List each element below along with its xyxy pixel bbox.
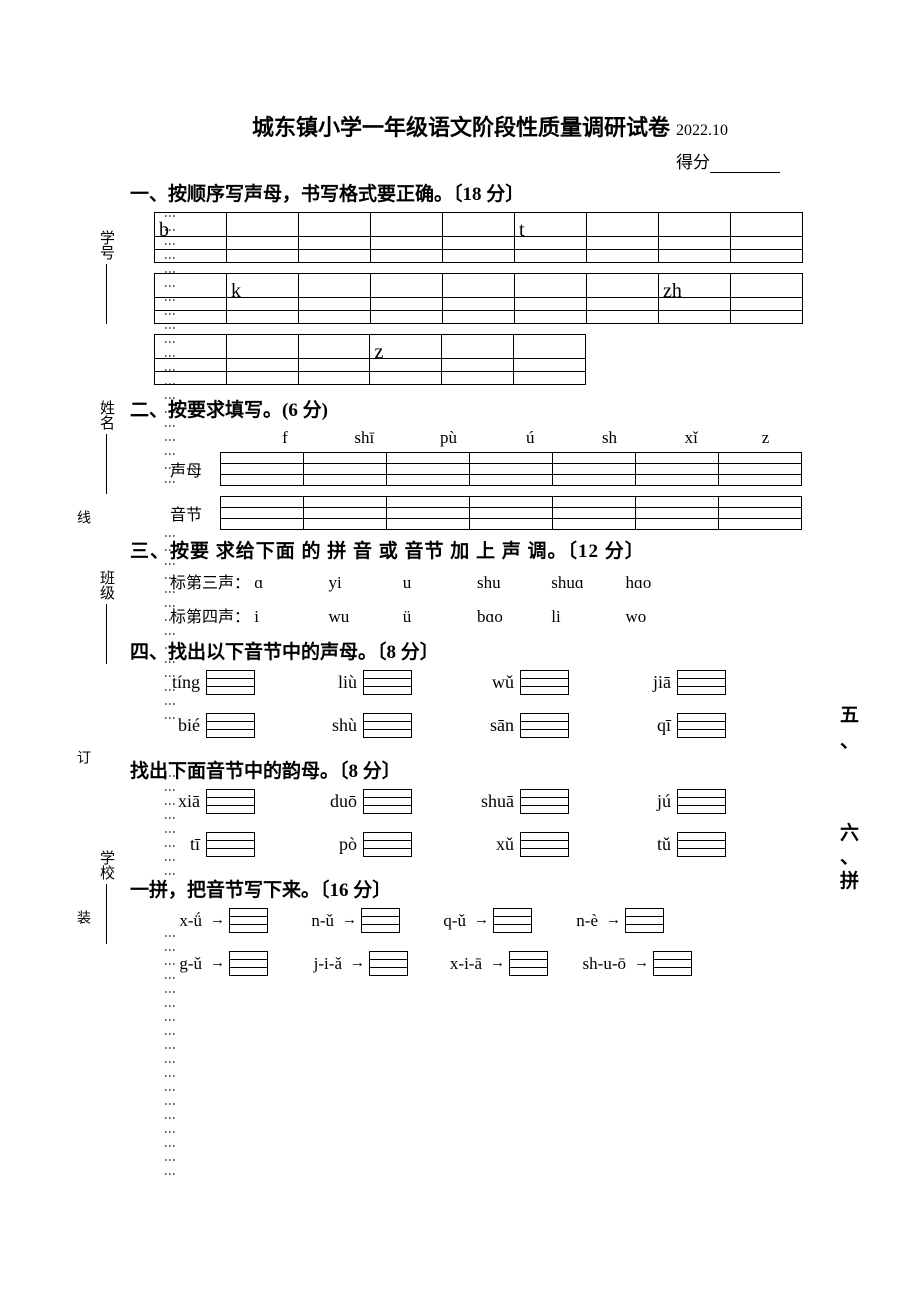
page-content: 城东镇小学一年级语文阶段性质量调研试卷2022.10 得分 一、按顺序写声母，书… [130,110,850,994]
q5-side: 六 、拼 [840,822,860,894]
q5-row1: xiā duō shuā jú [158,789,850,814]
margin-column: 学号 姓名 班级 学校 ⋮⋮⋮⋮⋮⋮⋮⋮⋮⋮⋮⋮⋮⋮⋮⋮⋮⋮⋮⋮ 线 ⋮⋮⋮⋮⋮… [62,210,122,1210]
arrow-icon: → [350,955,365,972]
q3-line2: 标第四声： i wu ü bɑo li wo [170,603,850,627]
arrow-icon: → [474,912,489,929]
q6-heading: 一拼，把音节写下来。〔16 分〕 [130,875,850,902]
answer-box[interactable] [677,832,726,857]
q4-row2: bié shù sān qī [158,713,850,738]
answer-box[interactable] [509,951,548,976]
answer-box[interactable] [677,789,726,814]
q4-row1: tíng liù wǔ jiā [158,670,850,695]
label-xuexiao: 学校 [96,850,117,944]
q4-side: 五 、 [840,703,860,755]
q2-grid-shengmu[interactable] [220,452,802,486]
answer-box[interactable] [363,670,412,695]
arrow-icon: → [342,912,357,929]
q2-row-yinjie: 音节 [170,496,850,530]
answer-box[interactable] [229,908,268,933]
label-xingming: 姓名 [96,400,117,494]
q3-line1: 标第三声： ɑ yi u shu shuɑ hɑo [170,569,850,593]
answer-box[interactable] [520,670,569,695]
answer-box[interactable] [206,832,255,857]
answer-box[interactable] [206,789,255,814]
q6-row2: g-ǔ→ j-i-ǎ→ x-i-ā→ sh-u-ō→ [158,951,850,976]
score-line: 得分 [130,148,850,173]
label-xuehao: 学号 [96,230,117,324]
answer-box[interactable] [369,951,408,976]
arrow-icon: → [606,912,621,929]
answer-box[interactable] [206,670,255,695]
label-banji: 班级 [96,570,117,664]
answer-box[interactable] [677,670,726,695]
title-date: 2022.10 [676,122,728,139]
answer-box[interactable] [363,832,412,857]
q6-row1: x-ǘ→ n-ǔ→ q-ǔ→ n-è→ [158,908,850,933]
answer-box[interactable] [520,789,569,814]
q1-grid-1[interactable]: bt [154,212,803,263]
q1-grid-3[interactable]: z [154,334,586,385]
arrow-icon: → [210,912,225,929]
answer-box[interactable] [363,713,412,738]
q5-row2: tī pò xǔ tǔ [158,832,850,857]
answer-box[interactable] [625,908,664,933]
q1-grid-2[interactable]: kzh [154,273,803,324]
label-zhuang: 装 [72,910,92,924]
q2-label-shengmu: 声母 [170,457,220,481]
q4-heading: 四、找出以下音节中的声母。〔8 分〕 [130,637,850,664]
answer-box[interactable] [653,951,692,976]
q2-row-shengmu: 声母 [170,452,850,486]
answer-box[interactable] [361,908,400,933]
answer-box[interactable] [206,713,255,738]
arrow-icon: → [490,955,505,972]
answer-box[interactable] [229,951,268,976]
label-xian: 线 [72,510,92,524]
q1-heading: 一、按顺序写声母，书写格式要正确。〔18 分〕 [130,179,850,206]
score-blank[interactable] [710,172,780,173]
q2-grid-yinjie[interactable] [220,496,802,530]
label-ding: 订 [72,750,92,764]
q5-heading: 找出下面音节中的韵母。〔8 分〕 [130,756,850,783]
answer-box[interactable] [677,713,726,738]
arrow-icon: → [634,955,649,972]
q2-heading: 二、按要求填写。(6 分) [130,395,850,422]
arrow-icon: → [210,955,225,972]
answer-box[interactable] [520,832,569,857]
q3-heading: 三、按要 求给下面 的 拼 音 或 音节 加 上 声 调。〔12 分〕 [130,536,850,563]
q2-labels-row: f shī pù ú sh xǐ z [250,428,850,448]
q2-label-yinjie: 音节 [170,501,220,525]
answer-box[interactable] [363,789,412,814]
answer-box[interactable] [520,713,569,738]
answer-box[interactable] [493,908,532,933]
page-title: 城东镇小学一年级语文阶段性质量调研试卷2022.10 [130,110,850,142]
